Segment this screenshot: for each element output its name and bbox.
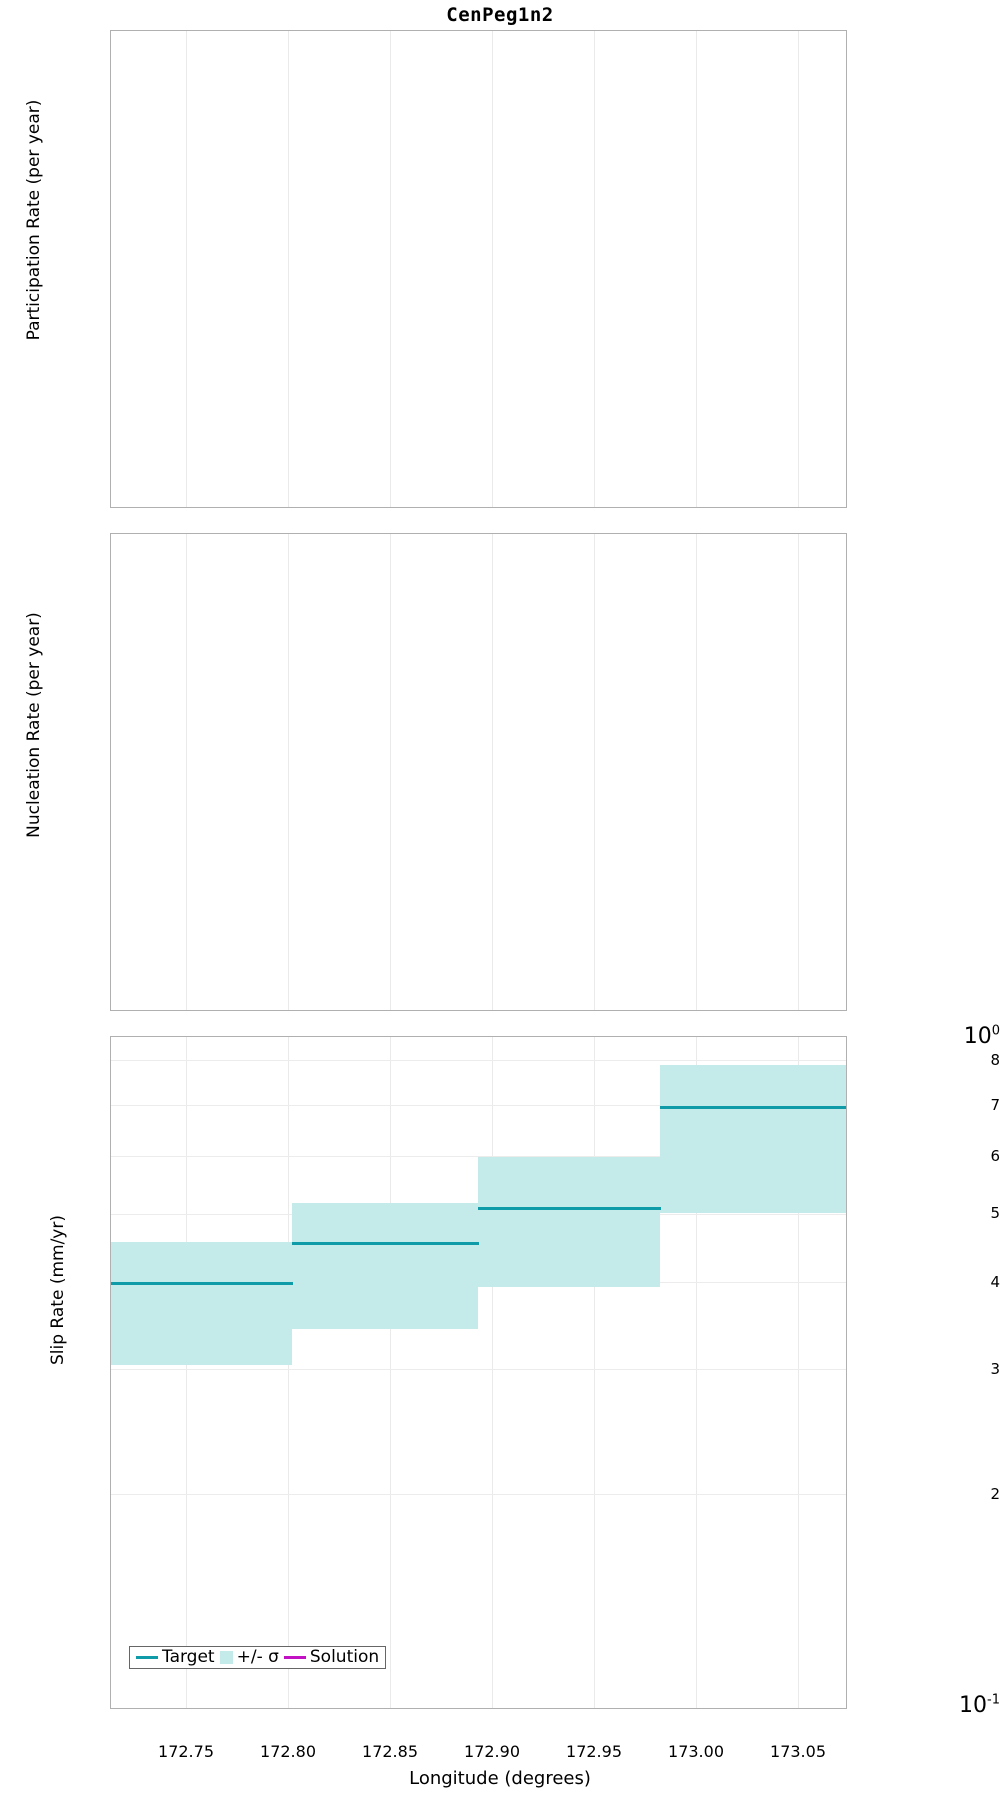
target-line-segment-4	[660, 1106, 846, 1109]
panel-2-plot-area	[111, 534, 846, 1010]
legend-entry-solution[interactable]: Solution	[283, 1647, 380, 1667]
panel-slip-rate: Target +/- σ Solution	[110, 1036, 847, 1709]
gridline-vertical	[186, 534, 187, 1010]
target-line-segment-2	[292, 1242, 479, 1245]
x-tick-label-3: 172.90	[464, 1742, 520, 1761]
gridline-vertical	[594, 31, 595, 507]
gridline-horizontal	[111, 1105, 846, 1106]
panel-1-y-axis-label: Participation Rate (per year)	[24, 99, 44, 341]
gridline-vertical	[390, 1037, 391, 1708]
y-tick-label-7: 7	[990, 1096, 1000, 1114]
x-tick-label-5: 173.00	[668, 1742, 724, 1761]
x-tick-label-0: 172.75	[158, 1742, 214, 1761]
legend-label-solution: Solution	[309, 1647, 380, 1667]
gridline-horizontal	[111, 1156, 846, 1157]
sigma-band-segment-2	[292, 1203, 478, 1329]
gridline-vertical	[288, 1037, 289, 1708]
y-tick-label-3: 3	[990, 1360, 1000, 1378]
sigma-band-segment-3	[478, 1157, 660, 1287]
panel-2-y-axis-label: Nucleation Rate (per year)	[24, 612, 44, 838]
gridline-vertical	[288, 534, 289, 1010]
chart-legend[interactable]: Target +/- σ Solution	[129, 1646, 387, 1669]
sigma-band-segment-4	[660, 1065, 846, 1213]
solution-line-icon	[283, 1656, 306, 1659]
gridline-vertical	[390, 534, 391, 1010]
x-tick-label-4: 172.95	[566, 1742, 622, 1761]
gridline-horizontal	[111, 1494, 846, 1495]
panel-nucleation-rate	[110, 533, 847, 1011]
gridline-vertical	[594, 1037, 595, 1708]
panel-participation-rate	[110, 30, 847, 508]
x-tick-label-2: 172.85	[362, 1742, 418, 1761]
y-tick-label-6: 6	[990, 1147, 1000, 1165]
target-line-icon	[136, 1656, 158, 1659]
y-tick-label-2: 2	[990, 1485, 1000, 1503]
figure-title: CenPeg1n2	[446, 4, 554, 26]
y-tick-label-8: 8	[990, 1051, 1000, 1069]
gridline-vertical	[798, 534, 799, 1010]
gridline-vertical	[390, 31, 391, 507]
sigma-patch-icon	[219, 1651, 233, 1664]
legend-label-sigma: +/- σ	[236, 1647, 279, 1667]
gridline-vertical	[288, 31, 289, 507]
x-tick-label-1: 172.80	[260, 1742, 316, 1761]
gridline-vertical	[696, 31, 697, 507]
legend-entry-sigma[interactable]: +/- σ	[219, 1647, 279, 1667]
gridline-horizontal	[111, 1060, 846, 1061]
gridline-vertical	[186, 1037, 187, 1708]
y-tick-major-bottom-mantissa: 10	[959, 1693, 988, 1718]
y-tick-major-top-exponent: 0	[991, 1023, 1000, 1039]
gridline-vertical	[696, 534, 697, 1010]
panel-3-y-axis-label: Slip Rate (mm/yr)	[48, 1215, 68, 1365]
y-tick-label-major-bottom: 10-1	[896, 1692, 1000, 1718]
gridline-vertical	[492, 1037, 493, 1708]
y-tick-label-4: 4	[990, 1273, 1000, 1291]
gridline-vertical	[696, 1037, 697, 1708]
y-tick-major-top-mantissa: 10	[963, 1024, 992, 1049]
target-line-segment-1	[111, 1282, 293, 1285]
sigma-band-segment-1	[111, 1242, 292, 1365]
x-tick-label-6: 173.05	[770, 1742, 826, 1761]
panel-1-plot-area	[111, 31, 846, 507]
gridline-vertical	[594, 534, 595, 1010]
gridline-horizontal	[111, 1369, 846, 1370]
gridline-vertical	[492, 31, 493, 507]
y-tick-label-5: 5	[990, 1204, 1000, 1222]
legend-label-target: Target	[162, 1647, 215, 1667]
y-tick-label-major-top: 100	[896, 1023, 1000, 1049]
x-axis-label: Longitude (degrees)	[409, 1768, 591, 1789]
target-line-segment-3	[478, 1207, 661, 1210]
gridline-vertical	[186, 31, 187, 507]
gridline-vertical	[798, 31, 799, 507]
gridline-vertical	[492, 534, 493, 1010]
legend-entry-target[interactable]: Target	[136, 1649, 215, 1666]
y-tick-major-bottom-exponent: -1	[987, 1692, 1000, 1708]
gridline-vertical	[798, 1037, 799, 1708]
panel-3-plot-area: Target +/- σ Solution	[111, 1037, 846, 1708]
